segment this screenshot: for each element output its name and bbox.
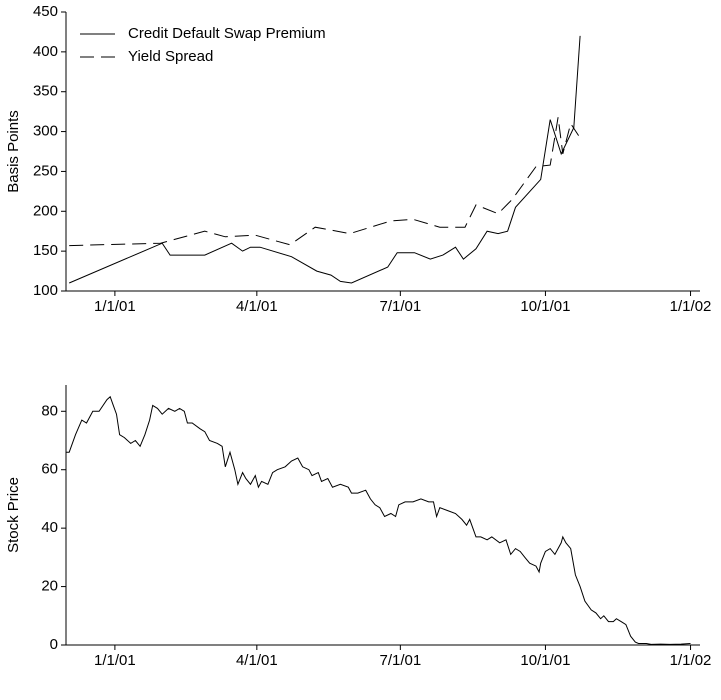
y-tick-label: 450 (33, 3, 58, 20)
x-tick-label: 4/1/01 (236, 298, 278, 315)
series-line (66, 395, 691, 645)
y-tick-label: 250 (33, 162, 58, 179)
y-tick-label: 350 (33, 83, 58, 100)
x-tick-label: 7/1/01 (379, 652, 421, 669)
x-tick-label: 1/1/02 (670, 652, 712, 669)
x-tick-label: 1/1/02 (670, 298, 712, 315)
x-tick-label: 7/1/01 (379, 298, 421, 315)
y-tick-label: 60 (41, 461, 58, 478)
y-tick-label: 20 (41, 578, 58, 595)
x-tick-label: 1/1/01 (94, 298, 136, 315)
y-axis-label: Basis Points (5, 110, 22, 193)
y-tick-label: 0 (50, 636, 58, 653)
y-tick-label: 100 (33, 282, 58, 299)
x-tick-label: 4/1/01 (236, 652, 278, 669)
y-tick-label: 300 (33, 123, 58, 140)
y-tick-label: 150 (33, 242, 58, 259)
legend-label: Credit Default Swap Premium (128, 25, 326, 42)
x-tick-label: 10/1/01 (520, 298, 570, 315)
series-line (69, 117, 580, 247)
y-axis-label: Stock Price (5, 477, 22, 553)
legend-label: Yield Spread (128, 48, 213, 65)
series-line (69, 35, 581, 284)
y-tick-label: 200 (33, 202, 58, 219)
y-tick-label: 400 (33, 43, 58, 60)
y-tick-label: 80 (41, 402, 58, 419)
y-tick-label: 40 (41, 519, 58, 536)
x-tick-label: 10/1/01 (520, 652, 570, 669)
x-tick-label: 1/1/01 (94, 652, 136, 669)
